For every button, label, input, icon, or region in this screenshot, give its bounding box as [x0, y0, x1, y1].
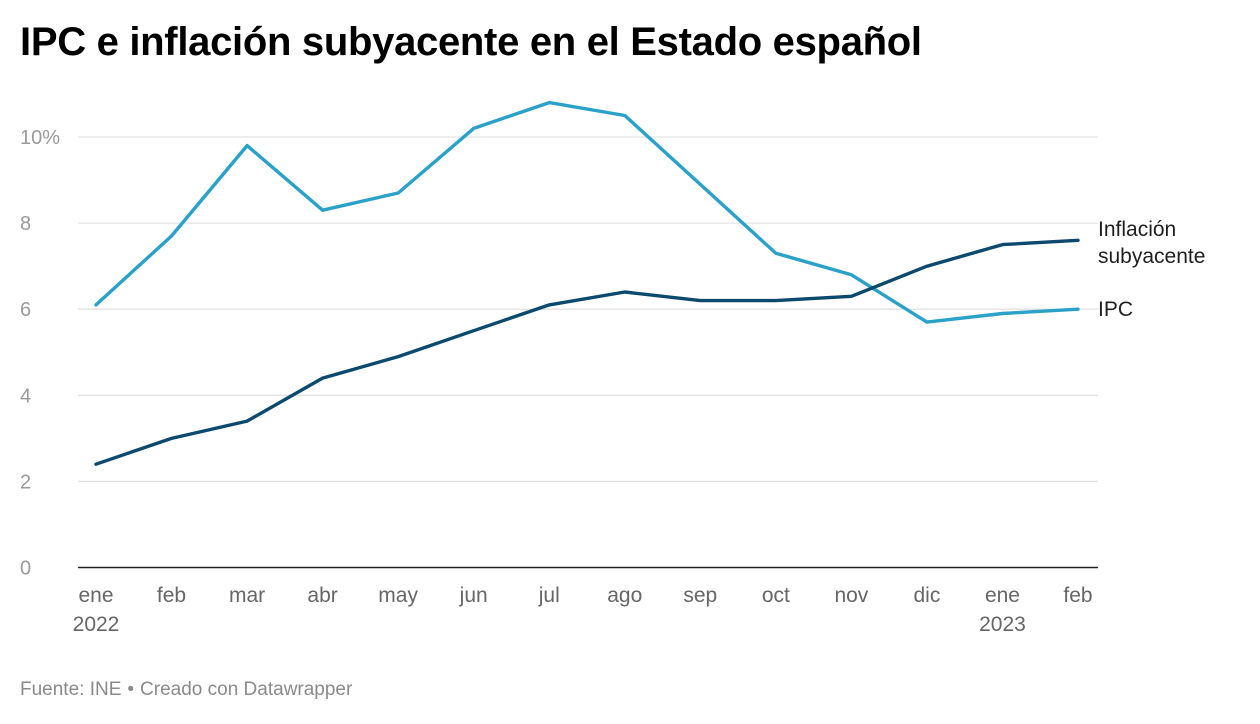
y-tick-label: 10%	[20, 127, 60, 149]
x-tick-label: ene	[985, 584, 1020, 607]
x-tick-year: 2023	[979, 613, 1026, 636]
x-tick-label: feb	[157, 584, 186, 607]
chart-footer: Fuente: INE • Creado con Datawrapper	[20, 679, 352, 701]
x-tick-label: jun	[459, 584, 488, 607]
series-line-inflaci-n-subyacente	[94, 238, 1080, 466]
x-tick-label: ene	[78, 584, 113, 607]
x-tick-label: dic	[913, 584, 940, 607]
footer-separator: •	[127, 679, 135, 700]
gridlines	[78, 136, 1098, 483]
series-line-ipc	[94, 100, 1080, 324]
x-tick-label: abr	[307, 584, 337, 607]
x-tick-year: 2022	[73, 613, 120, 636]
x-tick-label: jul	[538, 584, 560, 607]
y-tick-label: 2	[20, 471, 31, 493]
x-tick-label: sep	[683, 584, 717, 607]
series-lines	[94, 100, 1080, 466]
x-tick-label: ago	[607, 584, 642, 607]
x-tick-label: may	[378, 584, 418, 607]
y-tick-label: 4	[20, 385, 31, 407]
y-axis-ticks: 0 2 4 6 8 10%	[20, 127, 60, 580]
y-tick-label: 8	[20, 213, 31, 235]
x-tick-label: feb	[1063, 584, 1092, 607]
credit-note: Creado con Datawrapper	[140, 679, 353, 700]
series-label: IPC	[1098, 298, 1133, 321]
x-tick-label: mar	[229, 584, 265, 607]
series-label: subyacente	[1098, 245, 1205, 268]
x-tick-label: nov	[834, 584, 868, 607]
series-labels: IPC Inflación subyacente	[1098, 218, 1205, 321]
y-tick-label: 6	[20, 299, 31, 321]
x-axis: ene 2022 feb mar abr may jun jul ago sep oct nov dic…	[73, 566, 1098, 636]
series-label: Inflación	[1098, 218, 1176, 241]
x-tick-label: oct	[762, 584, 790, 607]
y-tick-label: 0	[20, 558, 31, 580]
source-note: Fuente: INE	[20, 679, 122, 700]
chart-title: IPC e inflación subyacente en el Estado …	[20, 20, 922, 64]
